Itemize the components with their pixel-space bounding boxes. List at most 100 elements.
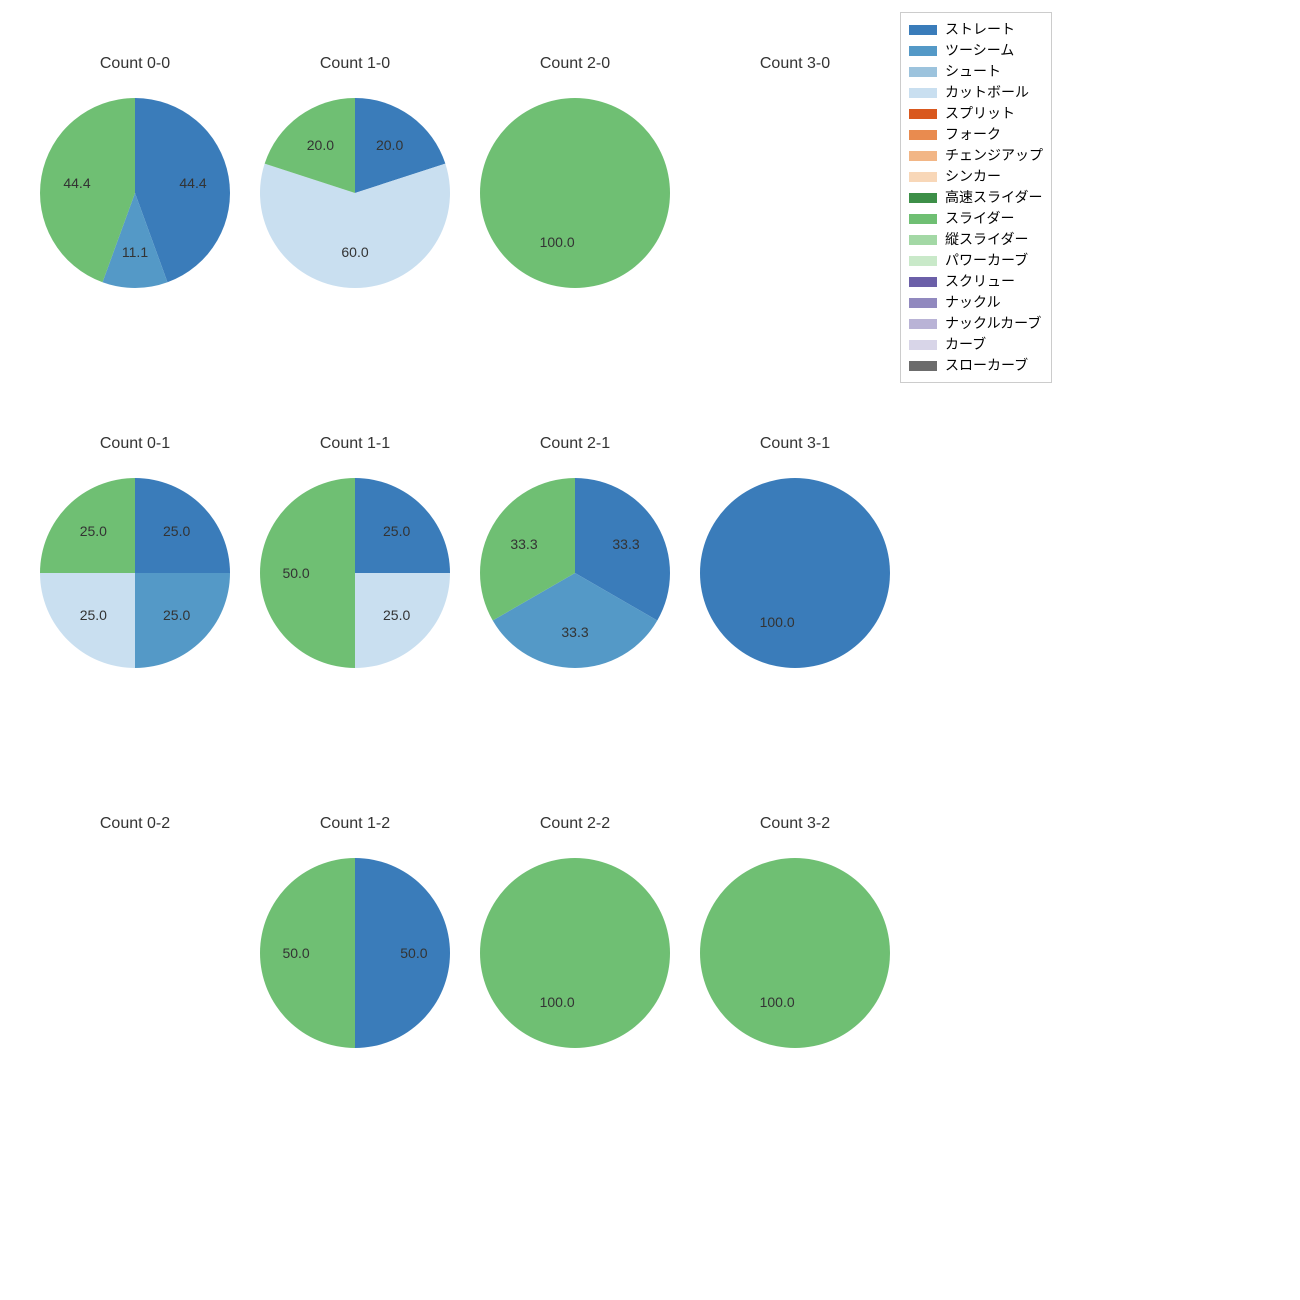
slice-label: 44.4 (179, 175, 206, 191)
legend-swatch (909, 151, 937, 161)
cell-title: Count 0-1 (25, 435, 245, 453)
pie-chart: 100.0 (700, 478, 890, 668)
legend-swatch (909, 361, 937, 371)
cell-title: Count 0-2 (25, 815, 245, 833)
legend-item: ツーシーム (909, 40, 1043, 61)
legend-item: シュート (909, 61, 1043, 82)
legend-label: パワーカーブ (945, 250, 1028, 271)
pie-chart: 25.0 25.0 25.0 25.0 (40, 478, 230, 668)
legend-item: スプリット (909, 103, 1043, 124)
legend-item: ナックル (909, 292, 1043, 313)
cell-title: Count 2-1 (465, 435, 685, 453)
legend-swatch (909, 193, 937, 203)
cell-title: Count 1-0 (245, 55, 465, 73)
legend-swatch (909, 340, 937, 350)
pie-slice (480, 98, 670, 288)
legend-item: スクリュー (909, 271, 1043, 292)
legend-item: パワーカーブ (909, 250, 1043, 271)
legend-swatch (909, 46, 937, 56)
legend-swatch (909, 298, 937, 308)
slice-label: 20.0 (376, 137, 403, 153)
pie-chart: 50.0 50.0 (260, 858, 450, 1048)
legend-item: 縦スライダー (909, 229, 1043, 250)
cell-title: Count 2-0 (465, 55, 685, 73)
pie-chart: 25.0 25.0 50.0 (260, 478, 450, 668)
pie-chart (40, 858, 230, 1048)
slice-label: 100.0 (540, 234, 575, 250)
legend-label: スライダー (945, 208, 1014, 229)
legend-item: フォーク (909, 124, 1043, 145)
legend-label: スローカーブ (945, 355, 1028, 376)
legend-item: スライダー (909, 208, 1043, 229)
legend-swatch (909, 319, 937, 329)
legend-label: ナックル (945, 292, 1001, 313)
slice-label: 25.0 (80, 607, 107, 623)
pie-slice (700, 858, 890, 1048)
legend-label: フォーク (945, 124, 1001, 145)
slice-label: 25.0 (383, 523, 410, 539)
slice-label: 33.3 (612, 536, 639, 552)
slice-label: 50.0 (282, 565, 309, 581)
legend-item: ストレート (909, 19, 1043, 40)
slice-label: 100.0 (540, 994, 575, 1010)
cell-title: Count 3-1 (685, 435, 905, 453)
cell-title: Count 2-2 (465, 815, 685, 833)
slice-label: 44.4 (63, 175, 90, 191)
slice-label: 11.1 (122, 244, 148, 260)
cell-title: Count 1-2 (245, 815, 465, 833)
slice-label: 25.0 (383, 607, 410, 623)
legend-label: カーブ (945, 334, 986, 355)
slice-label: 60.0 (341, 244, 368, 260)
legend-label: ストレート (945, 19, 1015, 40)
pie-slice (700, 478, 890, 668)
pie-chart: 33.333.333.3 (480, 478, 670, 668)
cell-title: Count 1-1 (245, 435, 465, 453)
legend: ストレートツーシームシュートカットボールスプリットフォークチェンジアップシンカー… (900, 12, 1052, 383)
slice-label: 25.0 (163, 523, 190, 539)
legend-swatch (909, 109, 937, 119)
legend-swatch (909, 172, 937, 182)
slice-label: 50.0 (282, 945, 309, 961)
legend-swatch (909, 67, 937, 77)
legend-swatch (909, 88, 937, 98)
slice-label: 25.0 (163, 607, 190, 623)
pie-chart: 100.0 (480, 98, 670, 288)
chart-cell: Count 1-020.060.020.0 (245, 55, 465, 288)
slice-label: 25.0 (80, 523, 107, 539)
legend-label: シュート (945, 61, 1001, 82)
pie-chart: 20.060.020.0 (260, 98, 450, 288)
slice-label: 50.0 (400, 945, 427, 961)
slice-label: 100.0 (760, 614, 795, 630)
cell-title: Count 3-0 (685, 55, 905, 73)
legend-label: ナックルカーブ (945, 313, 1041, 334)
legend-item: 高速スライダー (909, 187, 1043, 208)
pie-slice (480, 858, 670, 1048)
legend-swatch (909, 235, 937, 245)
chart-cell: Count 2-2 100.0 (465, 815, 685, 1048)
legend-label: チェンジアップ (945, 145, 1043, 166)
legend-label: カットボール (945, 82, 1029, 103)
legend-label: 高速スライダー (945, 187, 1042, 208)
chart-canvas: Count 0-044.411.144.4Count 1-020.060.020… (0, 0, 1300, 1300)
slice-label: 100.0 (760, 994, 795, 1010)
slice-label: 33.3 (510, 536, 537, 552)
legend-swatch (909, 277, 937, 287)
legend-swatch (909, 214, 937, 224)
legend-swatch (909, 25, 937, 35)
chart-cell: Count 0-1 25.0 25.0 25.0 25.0 (25, 435, 245, 668)
cell-title: Count 0-0 (25, 55, 245, 73)
legend-item: シンカー (909, 166, 1043, 187)
chart-cell: Count 1-2 50.0 50.0 (245, 815, 465, 1048)
chart-cell: Count 3-2100.0 (685, 815, 905, 1048)
chart-cell: Count 3-1 100.0 (685, 435, 905, 668)
pie-chart: 44.4 11.1 44.4 (40, 98, 230, 288)
pie-chart: 100.0 (480, 858, 670, 1048)
pie-chart (700, 98, 890, 288)
legend-label: シンカー (945, 166, 1001, 187)
chart-cell: Count 0-2 (25, 815, 245, 1048)
legend-label: スクリュー (945, 271, 1015, 292)
pie-chart: 100.0 (700, 858, 890, 1048)
chart-cell: Count 3-0 (685, 55, 905, 288)
chart-cell: Count 0-0 44.4 11.1 44.4 (25, 55, 245, 288)
legend-item: チェンジアップ (909, 145, 1043, 166)
